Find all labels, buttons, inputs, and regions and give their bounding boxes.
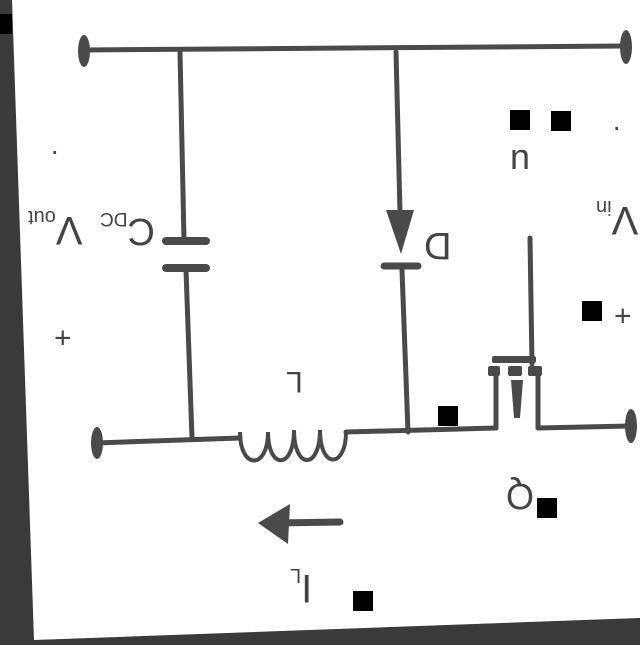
- redaction-square: [510, 110, 530, 130]
- top-rail-wire: [81, 43, 627, 53]
- terminal-top-left: [78, 35, 90, 67]
- redaction-square: [551, 111, 571, 131]
- label-plus-out: +: [54, 321, 72, 354]
- bottom-left-rail-wire: [93, 435, 243, 446]
- current-arrow-head: [258, 504, 290, 544]
- switch-channel-mid: [508, 366, 522, 376]
- terminal-bottom-right: [625, 409, 637, 443]
- terminal-top-right: [620, 30, 632, 64]
- redaction-square: [438, 406, 458, 426]
- label-v-out: Vout: [28, 206, 83, 252]
- switch-body-arrow: [511, 380, 523, 418]
- switch-channel-left: [488, 366, 500, 376]
- redaction-square: [582, 301, 602, 321]
- bottom-right-wire: [535, 423, 633, 431]
- label-plus-in: +: [614, 299, 632, 332]
- label-dot-out: ·: [50, 139, 60, 170]
- label-diode: D: [424, 224, 452, 266]
- redaction-square: [353, 591, 373, 611]
- diode-bottom-lead: [399, 267, 411, 435]
- diode-top-lead: [393, 49, 403, 215]
- switch-gate-lead: [527, 235, 535, 367]
- switch-channel-right: [528, 366, 542, 376]
- switch-gate-bar: [492, 356, 536, 363]
- label-c-dc: CDC: [100, 208, 155, 252]
- label-inductor: L: [286, 365, 303, 398]
- paper-sheet: [12, 0, 640, 640]
- redaction-square: [0, 14, 12, 34]
- bottom-middle-wire: [343, 425, 499, 435]
- label-current-il: IL: [290, 564, 313, 610]
- label-switch-q: Q: [506, 476, 535, 517]
- inductor-coil: [238, 429, 348, 463]
- label-v-in: Vin: [596, 196, 639, 242]
- diode-triangle: [386, 210, 414, 254]
- label-dot-in: ·: [612, 115, 622, 146]
- redaction-square: [537, 498, 557, 518]
- capacitor-top-lead: [177, 49, 187, 243]
- terminal-bottom-left: [91, 427, 103, 459]
- label-duty-u: u: [510, 142, 531, 183]
- capacitor-bottom-lead: [183, 267, 195, 441]
